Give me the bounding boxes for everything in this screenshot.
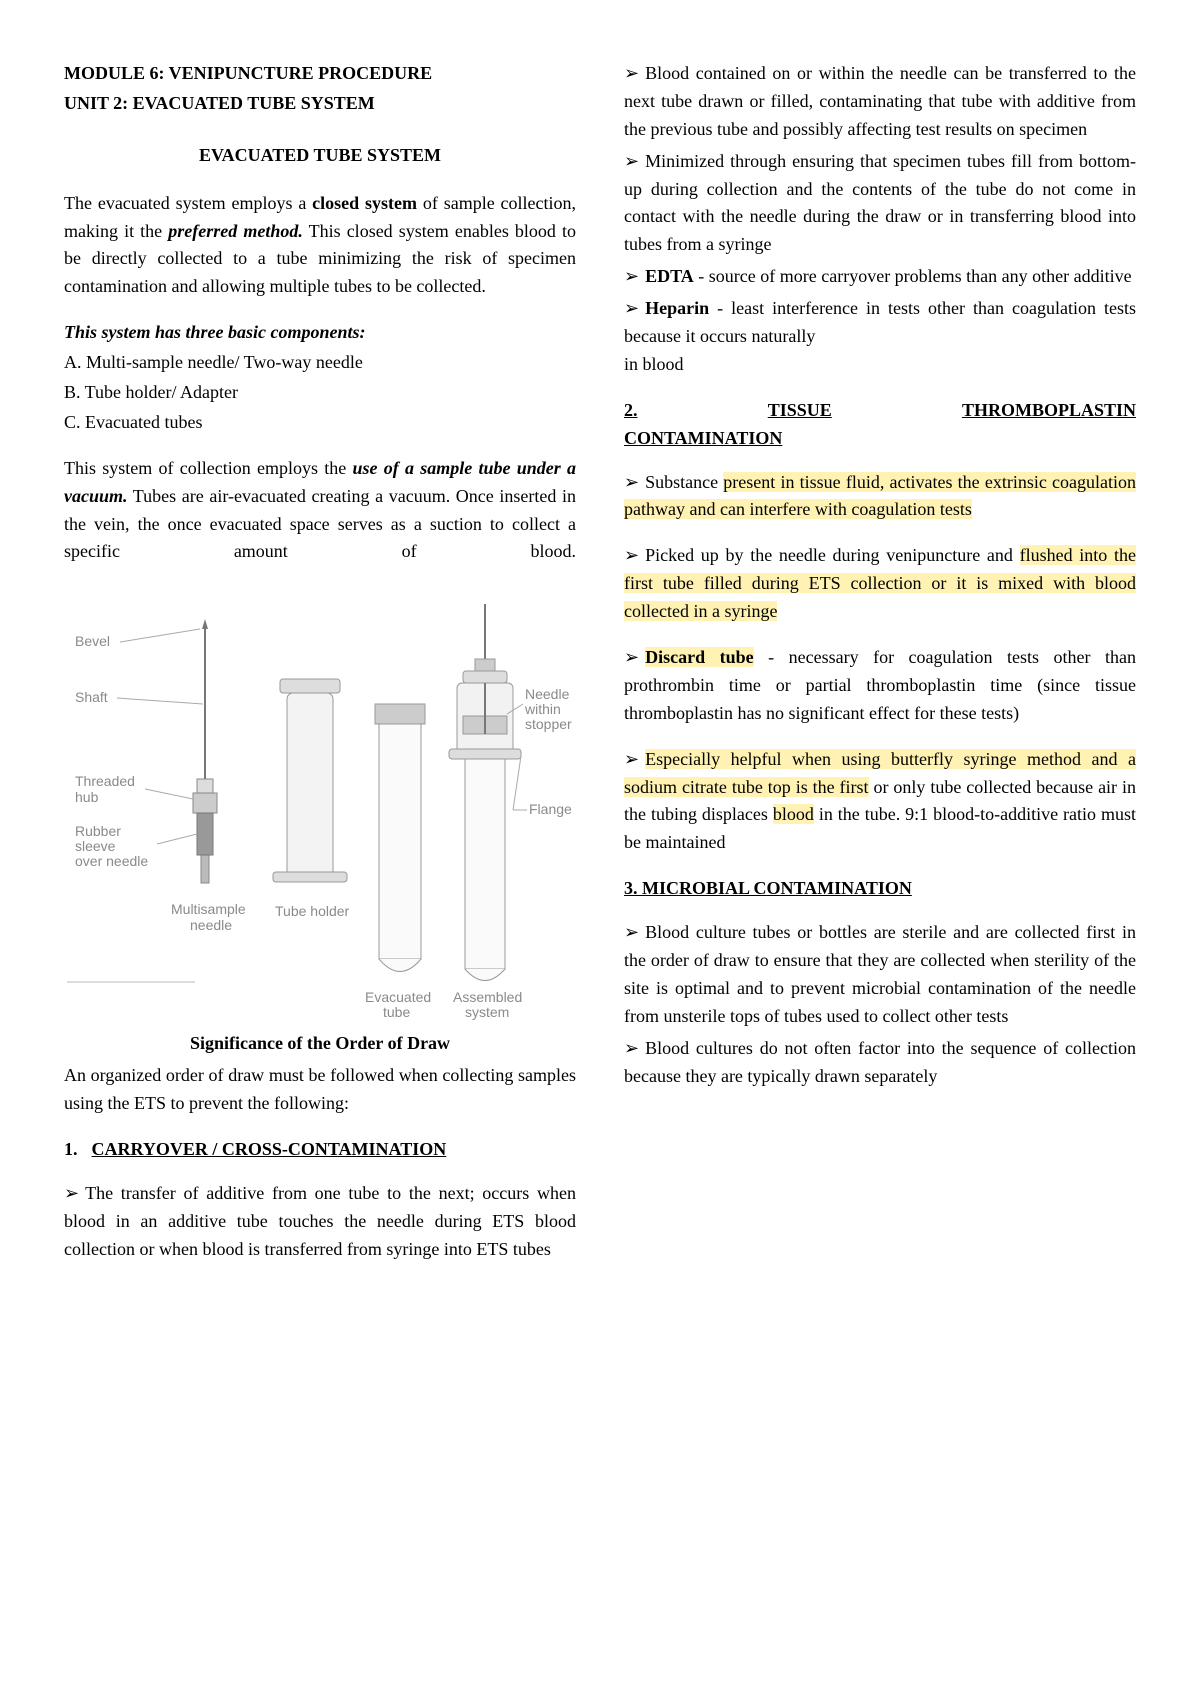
- arrow-icon: ➢: [624, 472, 639, 492]
- components-block: This system has three basic components: …: [64, 319, 576, 437]
- preferred-method: preferred method.: [168, 221, 303, 241]
- text: Blood contained on or within the needle …: [624, 63, 1136, 139]
- significance-body: An organized order of draw must be follo…: [64, 1062, 576, 1118]
- label-multisample: Multisampleneedle: [171, 901, 246, 933]
- label-tube-holder: Tube holder: [275, 903, 350, 919]
- arrow-icon: ➢: [624, 545, 639, 565]
- carryover-bullet-heparin: ➢Heparin - least interference in tests o…: [624, 295, 1136, 351]
- label-shaft: Shaft: [75, 689, 108, 705]
- edta-label: EDTA: [645, 266, 694, 286]
- text: Tubes are air-evacuated creating a vacuu…: [64, 486, 576, 562]
- arrow-icon: ➢: [624, 749, 639, 769]
- thromboplastin-word: THROMBOPLASTIN: [962, 397, 1136, 425]
- in-blood-line: in blood: [624, 351, 1136, 379]
- text: - source of more carryover problems than…: [694, 266, 1132, 286]
- left-column: MODULE 6: VENIPUNCTURE PROCEDURE UNIT 2:…: [64, 60, 576, 1268]
- component-c: C. Evacuated tubes: [64, 409, 576, 437]
- arrow-icon: ➢: [624, 1038, 639, 1058]
- bold-text: closed system: [312, 193, 417, 213]
- microbial-bullet-2: ➢Blood cultures do not often factor into…: [624, 1035, 1136, 1091]
- carryover-bullet-1: ➢The transfer of additive from one tube …: [64, 1180, 576, 1264]
- unit-header: UNIT 2: EVACUATED TUBE SYSTEM: [64, 90, 576, 118]
- tissue-bullet-2: ➢ Picked up by the needle during venipunc…: [624, 542, 1136, 626]
- ets-diagram: Bevel Shaft Threadedhub Rubbersleeveover…: [64, 584, 576, 1024]
- module-header: MODULE 6: VENIPUNCTURE PROCEDURE: [64, 60, 576, 88]
- text: Substance: [645, 472, 723, 492]
- label-rubber-sleeve: Rubbersleeveover needle: [75, 823, 148, 869]
- label-threaded-hub: Threadedhub: [75, 773, 135, 805]
- highlight-text: blood: [773, 804, 814, 824]
- text: Minimized through ensuring that specimen…: [624, 151, 1136, 255]
- text: The evacuated system employs a: [64, 193, 312, 213]
- discard-tube: Discard tube: [645, 647, 754, 667]
- arrow-icon: ➢: [624, 298, 639, 318]
- carryover-bullet-edta: ➢ EDTA - source of more carryover problem…: [624, 263, 1136, 291]
- arrow-icon: ➢: [64, 1183, 79, 1203]
- label-evac-tube: Evacuatedtube: [365, 989, 431, 1020]
- arrow-icon: ➢: [624, 922, 639, 942]
- label-needle-stopper: Needlewithinstopper: [524, 686, 572, 732]
- label-assembled: Assembledsystem: [453, 989, 522, 1020]
- number-1: 1.: [64, 1136, 78, 1164]
- microbial-bullet-1: ➢Blood culture tubes or bottles are ster…: [624, 919, 1136, 1031]
- intro-paragraph-1: The evacuated system employs a closed sy…: [64, 190, 576, 302]
- arrow-icon: ➢: [624, 647, 639, 667]
- components-lead: This system has three basic components:: [64, 319, 576, 347]
- text: Blood cultures do not often factor into …: [624, 1038, 1136, 1086]
- text: This system of collection employs the: [64, 458, 352, 478]
- section-3-heading: 3. MICROBIAL CONTAMINATION: [624, 875, 1136, 903]
- section-2-heading-line1: 2. TISSUE THROMBOPLASTIN: [624, 397, 1136, 425]
- tissue-bullet-3: ➢Discard tube - necessary for coagulatio…: [624, 644, 1136, 728]
- tissue-word: TISSUE: [768, 397, 832, 425]
- tissue-bullet-1: ➢Substance present in tissue fluid, acti…: [624, 469, 1136, 525]
- right-column: ➢Blood contained on or within the needle…: [624, 60, 1136, 1268]
- tissue-bullet-4: ➢Especially helpful when using butterfly…: [624, 746, 1136, 858]
- arrow-icon: ➢: [624, 266, 639, 286]
- label-flange: Flange: [529, 801, 572, 817]
- carryover-bullet-2: ➢Blood contained on or within the needle…: [624, 60, 1136, 144]
- component-a: A. Multi-sample needle/ Two-way needle: [64, 349, 576, 377]
- text: Blood culture tubes or bottles are steri…: [624, 922, 1136, 1026]
- arrow-icon: ➢: [624, 63, 639, 83]
- text: The transfer of additive from one tube t…: [64, 1183, 576, 1259]
- arrow-icon: ➢: [624, 151, 639, 171]
- section-2-heading-line2: CONTAMINATION: [624, 425, 1136, 453]
- section-1-heading: 1. CARRYOVER / CROSS-CONTAMINATION: [64, 1136, 576, 1164]
- number-2: 2.: [624, 397, 638, 425]
- text: Picked up by the needle during venipunct…: [645, 545, 1020, 565]
- carryover-title: CARRYOVER / CROSS-CONTAMINATION: [92, 1136, 447, 1164]
- significance-title: Significance of the Order of Draw: [64, 1030, 576, 1058]
- carryover-bullet-3: ➢Minimized through ensuring that specime…: [624, 148, 1136, 260]
- label-bevel: Bevel: [75, 633, 110, 649]
- intro-paragraph-2: This system of collection employs the us…: [64, 455, 576, 567]
- section-title: EVACUATED TUBE SYSTEM: [64, 142, 576, 170]
- heparin-label: Heparin: [645, 298, 709, 318]
- component-b: B. Tube holder/ Adapter: [64, 379, 576, 407]
